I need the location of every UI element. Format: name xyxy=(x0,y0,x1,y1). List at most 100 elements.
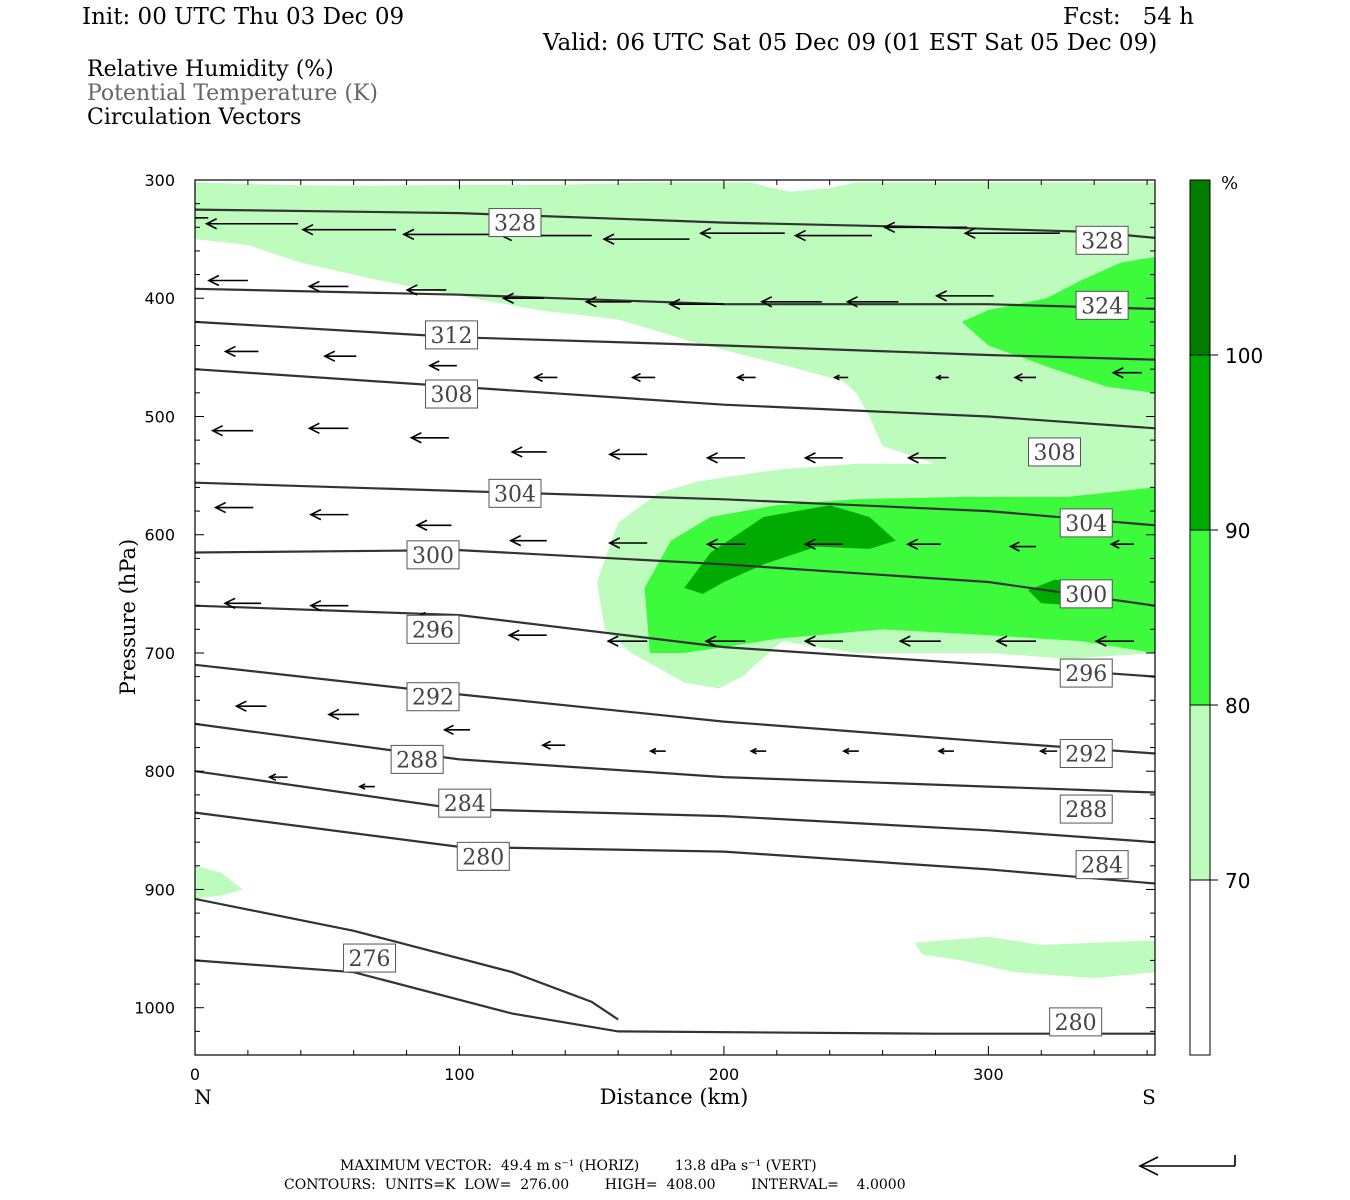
circulation-vector xyxy=(803,635,843,647)
contour-label: 312 xyxy=(425,320,479,350)
circulation-vector xyxy=(195,217,209,219)
circulation-vector xyxy=(937,747,955,755)
circulation-vector xyxy=(882,221,968,234)
contour-label-text: 328 xyxy=(494,212,536,237)
circulation-vector xyxy=(607,537,648,549)
contour-label-text: 328 xyxy=(1081,229,1123,254)
contour-label: 308 xyxy=(1028,437,1082,467)
x-tick-label: 100 xyxy=(444,1065,475,1084)
contour-label-text: 312 xyxy=(431,324,473,349)
circulation-vector xyxy=(210,424,254,437)
circulation-vector xyxy=(845,296,899,308)
circulation-vector xyxy=(793,229,873,242)
contour-label: 304 xyxy=(488,478,542,508)
contour-label: 288 xyxy=(1059,794,1113,824)
circulation-vector xyxy=(415,519,452,531)
circulation-vector xyxy=(602,233,690,245)
contour-label-text: 284 xyxy=(1081,854,1123,879)
field-theta-label: Potential Temperature (K) xyxy=(87,81,378,106)
circulation-vector xyxy=(934,290,994,302)
y-tick-label: 500 xyxy=(144,407,175,426)
y-tick-label: 900 xyxy=(144,880,175,899)
circulation-vector xyxy=(606,635,648,647)
circulation-vector xyxy=(223,345,259,358)
max-vector-note: MAXIMUM VECTOR: 49.4 m s⁻¹ (HORIZ) 13.8 … xyxy=(340,1158,817,1174)
contour-label-text: 284 xyxy=(444,792,486,817)
rh-region-70 xyxy=(914,936,1155,979)
contour-label: 328 xyxy=(488,208,542,238)
theta-contour-296 xyxy=(195,604,1155,678)
colorbar-unit: % xyxy=(1221,173,1238,194)
colorbar-segment xyxy=(1189,879,1211,1056)
contour-label: 300 xyxy=(1059,579,1113,609)
circulation-vector xyxy=(630,372,656,383)
colorbar-segment xyxy=(1189,354,1211,531)
contour-label-text: 304 xyxy=(1065,512,1107,537)
contour-label: 284 xyxy=(1075,850,1129,880)
colorbar-tick-label: 100 xyxy=(1225,344,1263,368)
circulation-vector xyxy=(1094,635,1134,647)
circulation-vector xyxy=(405,284,447,296)
theta-contour-288 xyxy=(195,722,1155,794)
circulation-vector xyxy=(905,538,941,550)
circulation-vector xyxy=(995,635,1036,647)
circulation-vector xyxy=(832,374,849,381)
contour-label: 280 xyxy=(456,841,510,871)
circulation-vector xyxy=(501,292,545,304)
forecast-hour: Fcst: 54 h xyxy=(1063,4,1194,30)
colorbar-tick-label: 70 xyxy=(1225,869,1250,893)
contour-label: 308 xyxy=(425,379,479,409)
x-tick-label: 200 xyxy=(709,1065,740,1084)
contour-label-text: 300 xyxy=(1065,583,1107,608)
circulation-vector xyxy=(409,432,449,444)
circulation-vector xyxy=(307,280,349,293)
contour-label-text: 324 xyxy=(1081,294,1123,319)
field-vectors-label: Circulation Vectors xyxy=(87,105,302,130)
contour-label-text: 308 xyxy=(431,383,473,408)
rh-region-70 xyxy=(195,865,243,899)
theta-contour-280 xyxy=(195,811,1155,885)
theta-contour-280 xyxy=(195,959,1155,1035)
init-time: Init: 00 UTC Thu 03 Dec 09 xyxy=(82,4,405,30)
circulation-vector xyxy=(323,350,357,362)
circulation-vector xyxy=(327,708,359,721)
contour-label-text: 296 xyxy=(1065,662,1107,687)
circulation-vector xyxy=(442,724,471,736)
contour-label: 296 xyxy=(1059,658,1113,688)
contour-label: 300 xyxy=(406,540,460,570)
contour-label: 292 xyxy=(1059,738,1113,768)
contour-label-text: 296 xyxy=(412,618,454,643)
circulation-vector xyxy=(533,372,558,383)
contour-label-text: 300 xyxy=(412,544,454,569)
contour-label: 292 xyxy=(406,682,460,712)
reference-vector-head xyxy=(1138,1156,1159,1176)
contour-label-text: 292 xyxy=(412,686,454,711)
circulation-vector xyxy=(309,599,349,612)
colorbar-segment xyxy=(1189,529,1211,706)
theta-contour-284 xyxy=(195,770,1155,844)
circulation-vector xyxy=(735,373,756,382)
contour-label: 328 xyxy=(1075,225,1129,255)
theta-contour-308 xyxy=(195,368,1155,430)
circulation-vector xyxy=(204,218,299,230)
circulation-vector xyxy=(510,446,547,458)
field-rh-label: Relative Humidity (%) xyxy=(87,57,334,82)
circulation-vector xyxy=(648,747,666,755)
circulation-vector xyxy=(705,538,746,550)
y-tick-label: 1000 xyxy=(134,999,175,1018)
contour-label: 324 xyxy=(1075,290,1129,320)
colorbar-segment xyxy=(1189,704,1211,881)
y-tick-label: 800 xyxy=(144,762,175,781)
contour-label: 280 xyxy=(1049,1007,1103,1037)
circulation-vector xyxy=(428,360,457,372)
circulation-vector xyxy=(307,422,349,435)
circulation-vector xyxy=(507,629,547,641)
x-axis-north-label: N xyxy=(194,1085,212,1109)
circulation-vector xyxy=(267,773,288,781)
valid-time: Valid: 06 UTC Sat 05 Dec 09 (01 EST Sat … xyxy=(543,30,1158,56)
circulation-vector xyxy=(508,534,547,547)
circulation-vector xyxy=(1013,373,1036,382)
theta-contour-300 xyxy=(195,548,1155,607)
circulation-vector xyxy=(668,298,724,310)
